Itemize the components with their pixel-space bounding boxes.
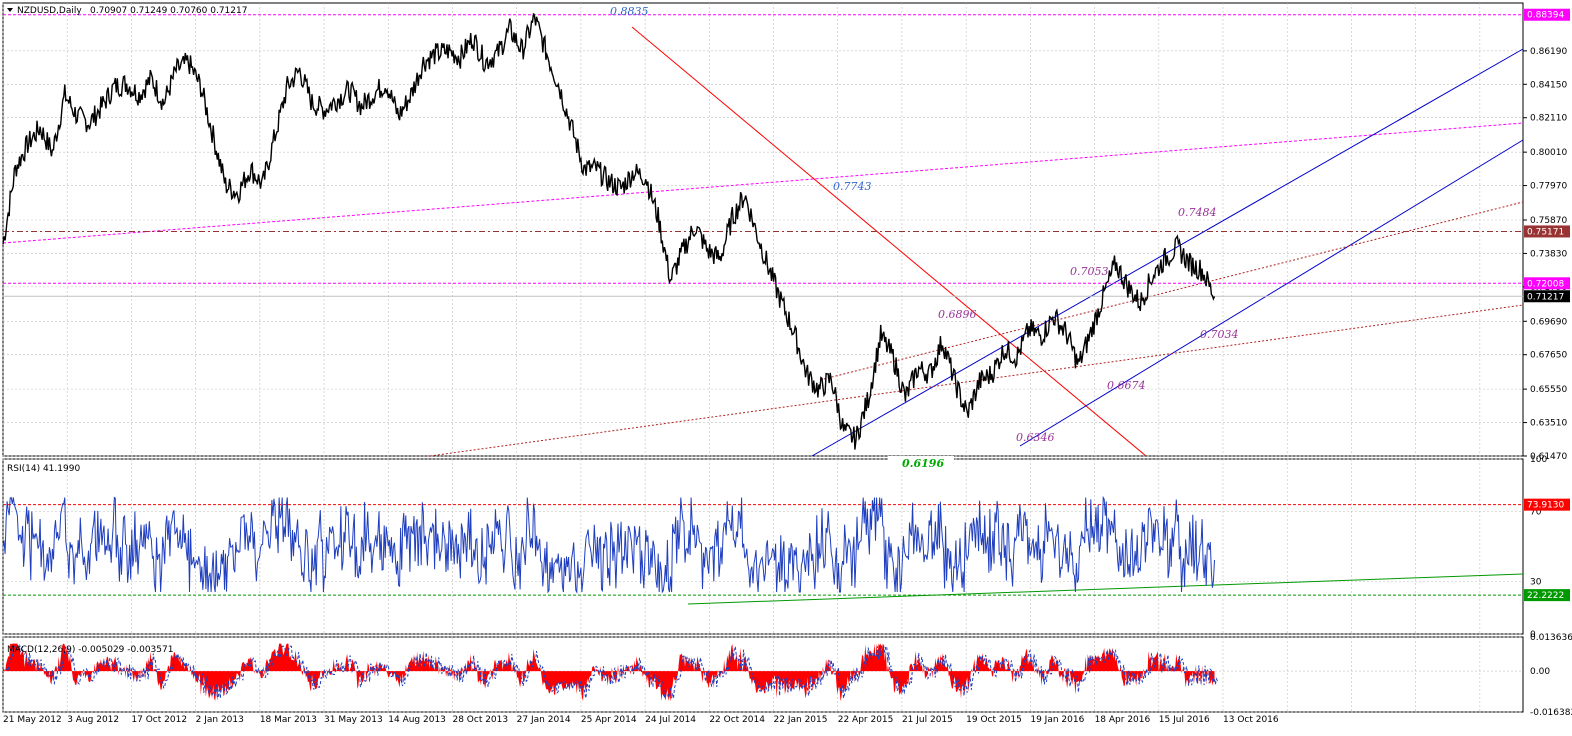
price-symbol-label: NZDUSD,Daily — [17, 6, 82, 16]
price-annotation: 0.8835 — [610, 5, 649, 18]
price-panel-frame — [2, 2, 1524, 457]
x-tick-label: 14 Aug 2013 — [388, 715, 446, 725]
x-tick-label: 25 Apr 2014 — [581, 715, 637, 725]
x-tick-label: 22 Apr 2015 — [838, 715, 894, 725]
rsi-y-tick-label: 70 — [1530, 508, 1542, 518]
rsi-y-tick-label: 0 — [1530, 630, 1536, 640]
rsi-panel-frame — [2, 458, 1524, 635]
y-tick-label: 0.82110 — [1530, 114, 1567, 124]
price-series-line — [2, 13, 1216, 450]
rsi-level-tag-bg — [1524, 498, 1570, 511]
rsi-y-tick-label: 100 — [1530, 455, 1547, 465]
price-ohlc-label: 0.70907 0.71249 0.70760 0.71217 — [90, 6, 247, 16]
x-tick-label: 19 Oct 2015 — [966, 715, 1022, 725]
rsi-green-trendline — [687, 573, 1524, 605]
y-tick-label: 0.69690 — [1530, 317, 1567, 327]
x-tick-label: 22 Oct 2014 — [709, 715, 765, 725]
price-series-layer — [2, 13, 1216, 450]
blue-channel-upper — [811, 48, 1524, 457]
x-tick-label: 21 Jul 2015 — [902, 715, 953, 725]
annotation-layer: 0.8835 0.7743 0.7484 0.7053 0.6896 0.7034 0.66… — [610, 5, 1239, 470]
y-tick-label: 0.65550 — [1530, 385, 1567, 395]
macd-y-tick-label: 0.013636 — [1530, 633, 1572, 643]
x-tick-label: 2 Jan 2013 — [196, 715, 244, 725]
y-tick-label: 0.86190 — [1530, 47, 1567, 57]
x-tick-label: 24 Jul 2014 — [645, 715, 696, 725]
x-tick-label: 22 Jan 2015 — [774, 715, 828, 725]
x-tick-label: 21 May 2012 — [3, 715, 62, 725]
x-tick-label: 3 Aug 2012 — [67, 715, 119, 725]
price-annotation: 0.6896 — [938, 308, 977, 321]
y-tick-label: 0.80010 — [1530, 148, 1567, 158]
hlines-layer — [3, 14, 1523, 596]
y-tick-label: 0.75870 — [1530, 216, 1567, 226]
y-tick-label: 0.73830 — [1530, 249, 1567, 259]
rsi-series-line — [2, 495, 1215, 594]
rsi-title: RSI(14) 41.1990 — [7, 464, 80, 474]
macd-y-tick-label: 0.00 — [1530, 667, 1550, 677]
rsi-level-tag-label: 22.2222 — [1527, 591, 1564, 601]
x-tick-label: 27 Jan 2014 — [517, 715, 571, 725]
price-tag-label: 0.88394 — [1527, 11, 1564, 21]
price-annotation: 0.6196 — [902, 457, 944, 470]
blue-channel-lower — [1019, 139, 1524, 447]
y-tick-label: 0.67650 — [1530, 351, 1567, 361]
price-annotation: 0.6674 — [1107, 379, 1146, 392]
rsi-y-tick-label: 30 — [1530, 578, 1542, 588]
x-tick-label: 28 Oct 2013 — [452, 715, 508, 725]
x-tick-label: 31 May 2013 — [324, 715, 383, 725]
axis-layer: 21 May 2012 3 Aug 2012 17 Oct 2012 2 Jan 20… — [3, 8, 1572, 725]
menu-arrow-icon[interactable] — [7, 8, 13, 12]
red-downtrend-line — [631, 26, 1147, 457]
y-tick-label: 0.61470 — [1530, 452, 1567, 462]
x-tick-label: 15 Jul 2016 — [1159, 715, 1210, 725]
grid-layer — [2, 3, 1523, 713]
price-annotation: 0.7053 — [1070, 265, 1109, 278]
price-tag-label: 0.72008 — [1527, 279, 1564, 289]
annotation-bg — [888, 456, 954, 470]
rsi-level-tag-bg — [1524, 589, 1570, 602]
price-tag-bg — [1524, 225, 1570, 238]
price-tag-label: 0.71217 — [1527, 292, 1564, 302]
y-tick-label: 0.84150 — [1530, 80, 1567, 90]
x-tick-label: 13 Oct 2016 — [1223, 715, 1279, 725]
macd-series-layer — [3, 643, 1218, 702]
macd-histogram — [3, 643, 1215, 702]
price-annotation: 0.7743 — [833, 180, 872, 193]
y-tick-label: 0.77970 — [1530, 182, 1567, 192]
x-tick-label: 18 Mar 2013 — [260, 715, 317, 725]
price-annotation: 0.7484 — [1178, 206, 1217, 219]
price-tag-label: 0.75171 — [1527, 227, 1564, 237]
x-tick-label: 19 Jan 2016 — [1030, 715, 1084, 725]
x-tick-label: 17 Oct 2012 — [131, 715, 187, 725]
price-tag-bg — [1524, 277, 1570, 290]
macd-y-tick-label: -0.016382 — [1530, 708, 1572, 718]
x-tick-label: 18 Apr 2016 — [1095, 715, 1151, 725]
price-annotation: 0.7034 — [1200, 328, 1239, 341]
rsi-series-layer — [2, 495, 1215, 594]
macd-title: MACD(12,26,9) -0.005029 -0.003571 — [7, 645, 173, 655]
magenta-trendline — [2, 122, 1524, 244]
price-annotation: 0.6346 — [1016, 431, 1055, 444]
price-tag-bg — [1524, 290, 1570, 303]
price-tag-bg — [1524, 8, 1570, 21]
y-tick-label: 0.63510 — [1530, 419, 1567, 429]
rsi-level-tag-label: 73.9130 — [1527, 501, 1564, 511]
